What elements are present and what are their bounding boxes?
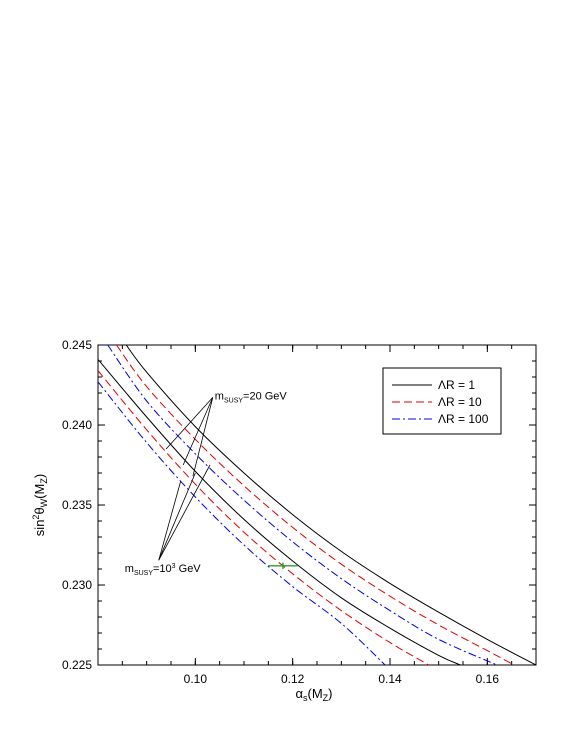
series-line-5 [98, 370, 430, 665]
series-layer [98, 345, 536, 665]
annotation-sub: SUSY [134, 570, 153, 577]
legend-label-2: ΛR = 10 [438, 395, 482, 409]
series-line-3 [107, 345, 498, 665]
series-line-6 [98, 381, 386, 665]
legend-label-1: ΛR = 1 [438, 378, 475, 392]
y-tick-label: 0.240 [62, 418, 92, 432]
legend-box [382, 367, 502, 435]
tick-labels: 0.10 0.12 0.14 0.16 0.225 0.230 0.235 0.240 0.24… [62, 338, 499, 686]
axis-ticks [97, 344, 537, 666]
annotation-pointer [165, 397, 214, 450]
y-tick-label: 0.230 [62, 578, 92, 592]
series-line-4 [98, 359, 461, 665]
x-axis-label: αs(MZ) [295, 686, 332, 703]
y-label-sup-2: 2 [31, 515, 41, 520]
x-label-rest: (M [308, 686, 323, 701]
annotation-pointer [158, 464, 211, 561]
annotation-pointer [158, 480, 182, 561]
annotation-m: m [215, 390, 224, 402]
data-point-layer [268, 562, 298, 569]
y-tick-label: 0.245 [62, 338, 92, 352]
y-tick-label: 0.225 [62, 658, 92, 672]
annotation-sub: SUSY [224, 397, 243, 404]
x-tick-label: 0.16 [476, 672, 500, 686]
y-label-sub-z: Z [39, 478, 49, 484]
x-tick-label: 0.14 [378, 672, 402, 686]
y-tick-label: 0.235 [62, 498, 92, 512]
x-tick-label: 0.12 [281, 672, 305, 686]
annotation-rest: =10 [153, 563, 172, 575]
series-line-1 [125, 345, 536, 665]
annotation-pointer [192, 397, 214, 477]
annotation-1: mSUSY=20 GeV [215, 390, 288, 404]
y-label-sub-w: W [39, 498, 49, 507]
annotation-2: mSUSY=103 GeV [125, 563, 202, 577]
annotation-tail: GeV [176, 563, 202, 575]
annotation-sup: 3 [172, 563, 176, 570]
y-label-theta: θ [32, 507, 47, 514]
legend: ΛR = 1 ΛR = 10 ΛR = 100 [382, 367, 502, 435]
legend-label-3: ΛR = 100 [438, 412, 489, 426]
x-tick-label: 0.10 [184, 672, 208, 686]
y-label-close: ) [32, 474, 47, 478]
series-line-2 [116, 345, 515, 665]
y-label-sin: sin [32, 520, 47, 537]
x-label-alpha: α [295, 686, 303, 701]
annotation-rest: =20 GeV [243, 390, 287, 402]
x-label-sub-z: Z [323, 693, 329, 703]
annotation-m: m [125, 563, 134, 575]
annotation-pointer [182, 397, 214, 466]
x-label-close: ) [328, 686, 332, 701]
y-label-mz: (M [32, 484, 47, 499]
y-axis-label: sin2θW(MZ) [31, 474, 49, 536]
annotation-pointer [158, 472, 196, 561]
x-label-sub-s: s [303, 693, 308, 703]
